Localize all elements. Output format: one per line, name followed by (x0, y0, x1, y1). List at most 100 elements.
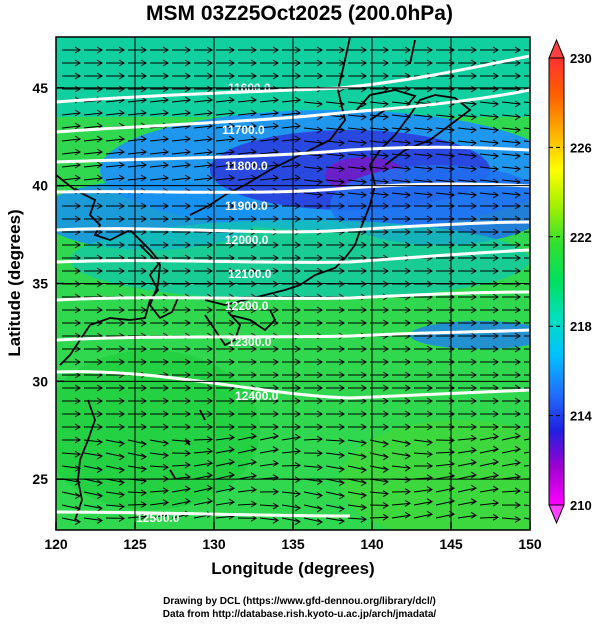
wind-arrow (392, 384, 411, 392)
wind-arrow (193, 96, 213, 104)
wind-arrow (128, 345, 147, 353)
wind-arrow (62, 202, 81, 210)
wind-arrow (238, 202, 257, 210)
wind-arrow (479, 471, 499, 480)
wind-arrow (458, 254, 477, 262)
wind-arrow (304, 410, 323, 418)
wind-arrow (127, 465, 147, 473)
wind-arrow (347, 515, 367, 523)
wind-arrow (105, 515, 125, 522)
wind-arrow (347, 491, 367, 499)
wind-arrow (128, 358, 147, 366)
wind-arrow (193, 148, 213, 156)
wind-arrow (84, 267, 103, 275)
wind-arrow (502, 345, 521, 353)
wind-arrow (391, 488, 411, 495)
wind-arrow (84, 46, 103, 54)
wind-arrow (347, 478, 367, 487)
wind-arrow (304, 59, 323, 67)
wind-arrow (281, 517, 301, 526)
wind-arrow (413, 450, 433, 458)
wind-arrow (303, 100, 323, 108)
wind-arrow (127, 135, 147, 143)
wind-arrow (392, 306, 411, 314)
wind-arrow (83, 517, 103, 524)
wind-arrow (348, 241, 367, 249)
wind-arrow (238, 371, 257, 379)
wind-arrow (281, 96, 301, 104)
wind-arrow (128, 267, 147, 275)
wind-arrow (347, 439, 367, 447)
wind-arrow (105, 161, 125, 169)
wind-arrow (501, 445, 521, 454)
wind-arrow (523, 491, 530, 493)
wind-arrow (193, 447, 213, 455)
wind-arrow (524, 205, 530, 207)
wind-arrow (216, 59, 235, 67)
graticule (56, 37, 530, 530)
wind-arrow (216, 358, 235, 366)
wind-arrow (414, 345, 433, 353)
wind-arrow (348, 267, 367, 275)
wind-arrow (370, 410, 389, 418)
wind-arrow (281, 135, 301, 143)
wind-arrow (392, 228, 411, 236)
wind-arrow (480, 384, 499, 392)
wind-arrow (128, 85, 147, 93)
wind-arrow (457, 126, 477, 134)
wind-arrow (479, 100, 499, 108)
wind-arrow (61, 450, 81, 458)
wind-arrow (105, 452, 125, 461)
wind-arrow (325, 491, 345, 500)
wind-arrow (348, 358, 367, 366)
wind-arrow (370, 228, 389, 236)
wind-arrow (259, 516, 279, 524)
wind-arrow (392, 397, 411, 405)
wind-arrow (325, 152, 345, 160)
wind-arrow (413, 126, 433, 134)
wind-arrow (348, 423, 367, 431)
wind-arrow (149, 487, 169, 495)
wind-arrow (282, 46, 301, 54)
wind-arrow (106, 267, 125, 275)
wind-arrow (413, 498, 433, 506)
wind-arrow (193, 135, 213, 143)
wind-arrow (457, 152, 477, 160)
wind-arrow (304, 215, 323, 223)
wind-arrow (193, 161, 213, 169)
wind-arrow (84, 384, 103, 392)
wind-arrow (172, 345, 191, 353)
wind-arrow (238, 267, 257, 275)
wind-arrow (348, 202, 367, 210)
x-axis-label: Longitude (degrees) (211, 559, 374, 578)
contour-label-12400: 12400.0 (235, 389, 279, 403)
x-tick-label: 135 (281, 536, 305, 552)
wind-arrow (193, 436, 213, 443)
wind-arrow (216, 202, 235, 210)
wind-arrow (479, 126, 499, 134)
wind-arrow (216, 319, 235, 327)
wind-arrow (480, 345, 499, 353)
contour-label-12300: 12300.0 (228, 335, 272, 349)
wind-arrow (326, 410, 345, 418)
wind-arrow (501, 139, 521, 147)
wind-arrow (128, 384, 147, 392)
wind-arrow (127, 439, 147, 448)
wind-arrow (501, 432, 521, 441)
wind-arrow (149, 135, 169, 143)
wind-arrow (369, 452, 389, 461)
wind-arrow (149, 96, 169, 104)
colorbar-tick-label: 222 (570, 230, 592, 245)
wind-arrow (457, 113, 477, 121)
wind-arrow (215, 96, 235, 104)
wind-arrow (326, 215, 345, 223)
wind-arrow (502, 241, 521, 249)
wind-arrow (502, 293, 521, 301)
wind-arrow (523, 465, 530, 467)
wind-arrow (480, 423, 499, 431)
wind-arrow (370, 358, 389, 366)
wind-arrow (282, 319, 301, 327)
wind-arrow (171, 96, 191, 104)
wind-arrow (150, 410, 169, 418)
wind-arrow (392, 267, 411, 275)
